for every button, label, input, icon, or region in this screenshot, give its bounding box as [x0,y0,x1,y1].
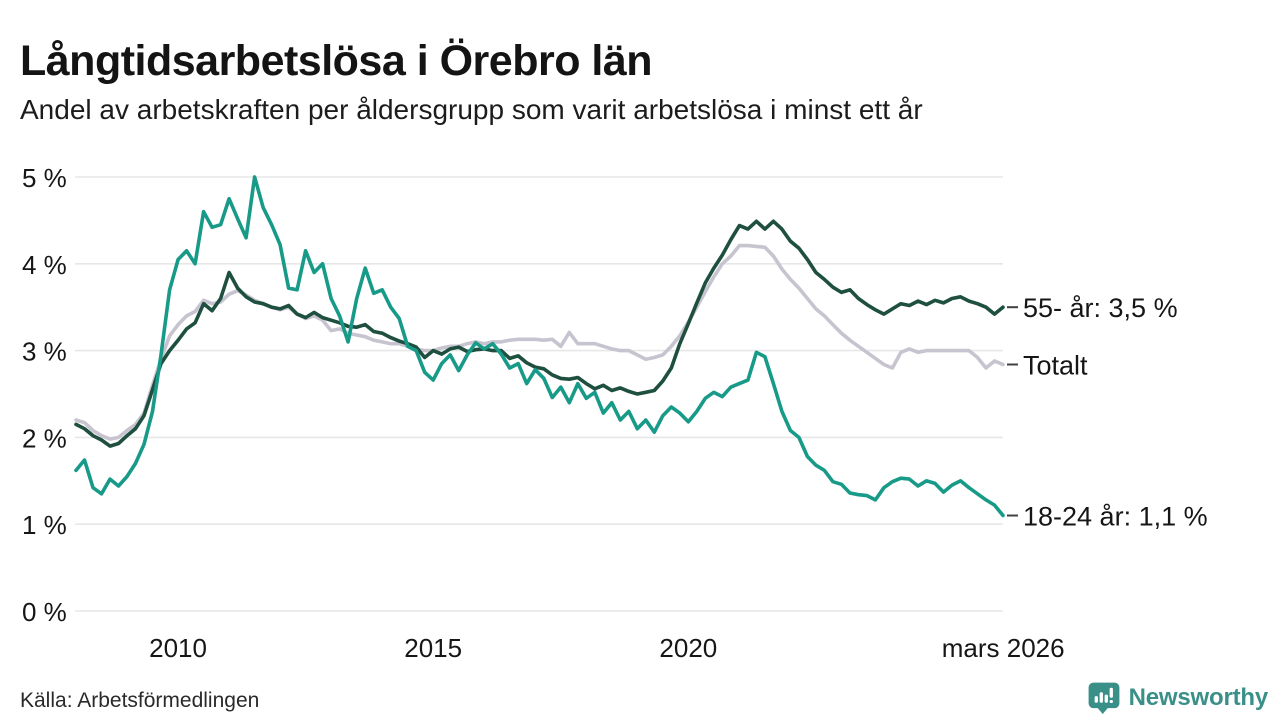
y-axis-tick-label: 1 % [22,510,67,540]
y-axis-tick-label: 4 % [22,250,67,280]
newsworthy-wordmark: Newsworthy [1128,684,1269,711]
page-title: Långtidsarbetslösa i Örebro län [20,36,653,85]
y-axis-tick-label: 3 % [22,337,67,367]
y-axis-tick-label: 0 % [22,597,67,627]
x-axis-tick-label: 2020 [659,633,717,663]
series-line-totalt [74,243,1005,441]
chart-subtitle: Andel av arbetskraften per åldersgrupp s… [20,94,923,125]
x-axis-tick-label: 2010 [149,633,207,663]
series-end-label-18-24: 18-24 år: 1,1 % [1023,502,1208,532]
source-note: Källa: Arbetsförmedlingen [20,689,260,712]
series-end-label-totalt: Totalt [1023,350,1088,380]
series-line-55-plus [74,219,1005,448]
x-axis-tick-label: 2015 [404,633,462,663]
series-end-label-55-plus: 55- år: 3,5 % [1023,293,1178,323]
x-axis-tick-label: mars 2026 [942,633,1065,663]
newsworthy-pin-icon [1088,682,1120,715]
series-line-18-24 [74,175,1005,518]
newsworthy-logo: Newsworthy [1087,681,1268,715]
y-axis-tick-label: 2 % [22,423,67,453]
y-axis-tick-label: 5 % [22,163,67,193]
